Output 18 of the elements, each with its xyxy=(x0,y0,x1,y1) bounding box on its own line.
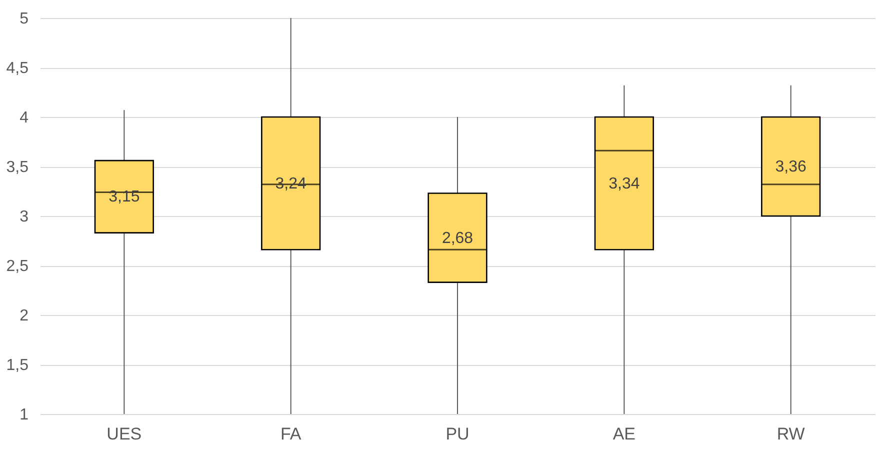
x-tick-label: UES xyxy=(106,424,142,444)
y-tick-label: 4,5 xyxy=(6,60,29,77)
x-tick-label: FA xyxy=(280,424,302,444)
y-tick-label: 1 xyxy=(20,406,29,424)
text: 3,36 xyxy=(775,158,806,176)
y-tick-label: 2,5 xyxy=(6,258,29,275)
y-tick-label: 5 xyxy=(20,10,29,28)
y-tick-label: 3 xyxy=(20,208,29,226)
text: 2,68 xyxy=(442,230,474,247)
y-tick-label: 1,5 xyxy=(6,357,29,374)
x-tick-label: RW xyxy=(776,424,805,444)
y-tick-label: 2 xyxy=(20,308,29,324)
x-tick-label: PU xyxy=(446,424,470,444)
y-tick-label: 3,5 xyxy=(6,159,29,176)
x-tick-label: AE xyxy=(612,424,636,444)
text: 3,15 xyxy=(108,188,140,206)
text: 3,34 xyxy=(608,175,640,192)
y-tick-label: 4 xyxy=(20,110,29,126)
